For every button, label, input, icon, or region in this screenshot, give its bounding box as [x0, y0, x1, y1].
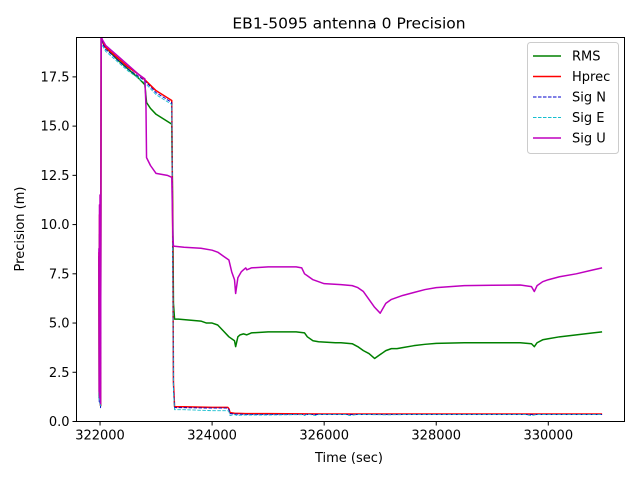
series-line-hprec	[98, 37, 603, 415]
y-tick-label: 12.5	[41, 169, 70, 184]
y-tick-label: 5.0	[49, 317, 70, 332]
series-line-rms	[98, 37, 603, 407]
series-line-sig-e	[98, 40, 603, 417]
x-axis-label: Time (sec)	[314, 451, 383, 466]
legend: RMS Hprec Sig N Sig E Sig U	[527, 42, 619, 154]
legend-label: Sig N	[572, 91, 606, 106]
series-layer	[98, 37, 603, 417]
legend-label: RMS	[572, 50, 601, 65]
y-tick-label: 7.5	[49, 267, 70, 282]
y-tick-label: 10.0	[41, 218, 70, 233]
y-tick-label: 2.5	[49, 366, 70, 381]
chart-title: EB1-5095 antenna 0 Precision	[232, 15, 465, 33]
x-tick-label: 322000	[75, 429, 125, 444]
legend-label: Sig U	[572, 132, 606, 147]
x-tick-label: 328000	[411, 429, 461, 444]
x-tick-label: 324000	[187, 429, 237, 444]
legend-label: Hprec	[572, 70, 610, 85]
legend-box	[527, 42, 619, 154]
y-tick-label: 15.0	[41, 120, 70, 135]
x-tick-label: 330000	[523, 429, 573, 444]
series-line-sig-n	[98, 39, 603, 416]
y-tick-label: 17.5	[41, 70, 70, 85]
legend-label: Sig E	[572, 111, 604, 126]
x-axis: 322000 324000 326000 328000 330000	[75, 421, 573, 444]
y-tick-label: 0.0	[49, 415, 70, 430]
series-line-sig-u	[98, 37, 603, 405]
y-axis-label: Precision (m)	[13, 187, 28, 272]
plot-frame	[76, 37, 625, 422]
plot-area	[98, 37, 603, 417]
y-axis: 0.0 2.5 5.0 7.5 10.0 12.5 15.0 17.5	[41, 70, 77, 430]
x-tick-label: 326000	[299, 429, 349, 444]
